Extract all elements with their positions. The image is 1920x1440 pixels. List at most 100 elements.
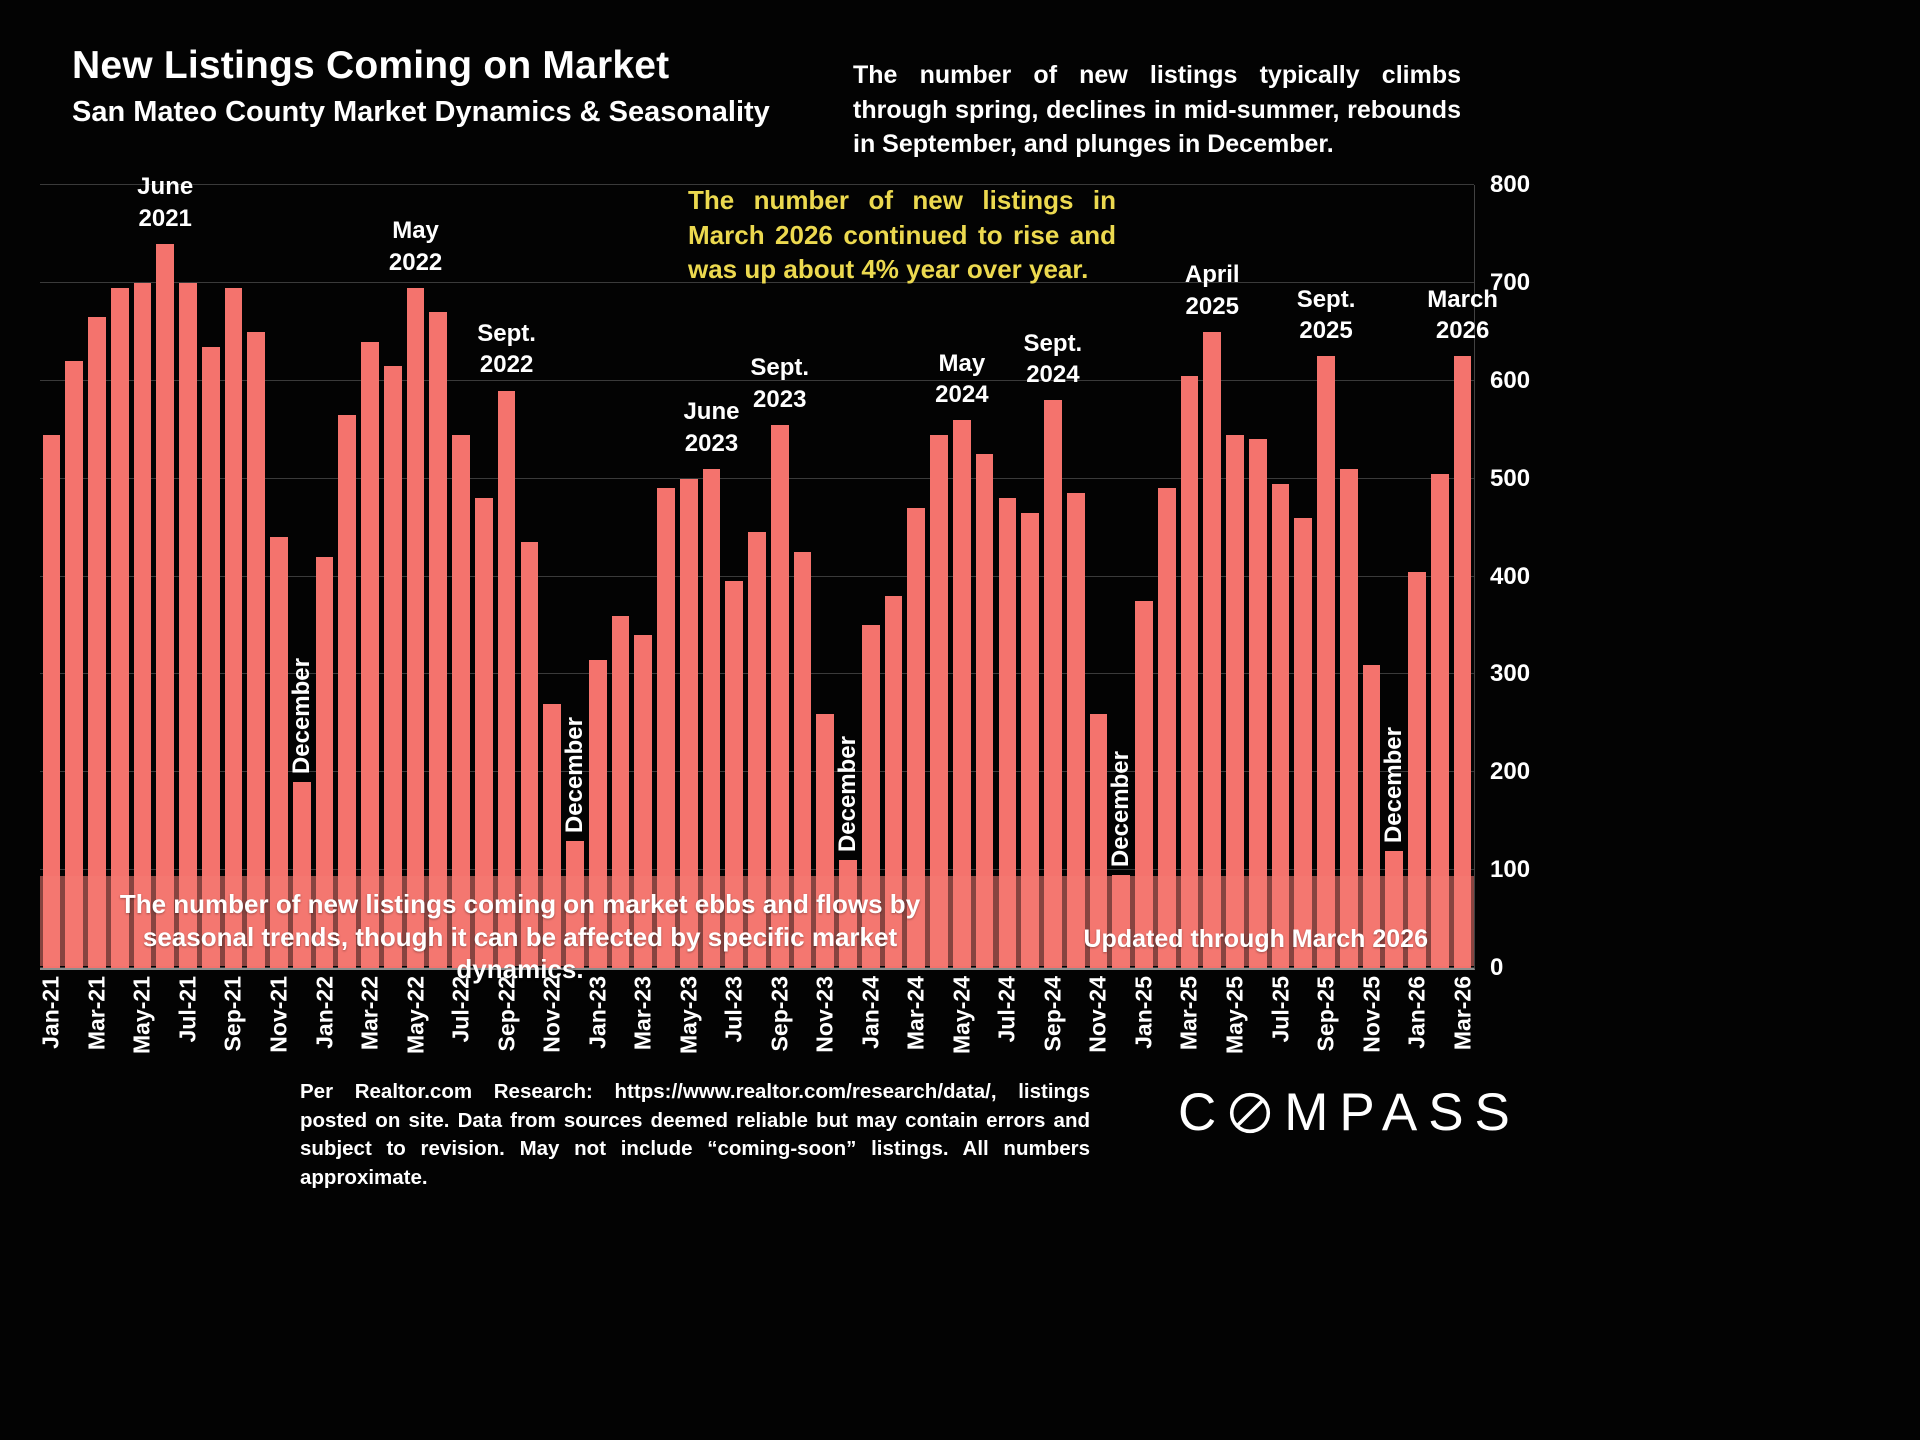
- bar-Sep-25: [1317, 356, 1335, 968]
- bar-Oct-21: [247, 331, 266, 968]
- bar-Apr-22: [383, 366, 402, 968]
- bar-Mar-24: [907, 508, 926, 968]
- logo-text-c: C: [1178, 1083, 1228, 1142]
- updated-through-note: Updated through March 2026: [1083, 925, 1429, 953]
- x-tick-May-24: May-24: [948, 976, 975, 1054]
- bar-Mar-21: [88, 317, 106, 968]
- x-tick-Jan-23: Jan-23: [584, 976, 611, 1049]
- bar-Jan-26: [1408, 571, 1426, 968]
- bar-chart-plot-area: The number of new listings coming on mar…: [38, 171, 1530, 1054]
- x-tick-Sep-21: Sep-21: [219, 976, 246, 1052]
- gridline-800: [40, 184, 1474, 185]
- annotation-Sept.-2023: Sept. 2023: [750, 354, 810, 413]
- x-tick-May-22: May-22: [402, 976, 429, 1054]
- bar-Aug-25: [1294, 517, 1313, 968]
- bar-Apr-21: [110, 287, 129, 968]
- bar-Jul-23: [725, 581, 744, 968]
- annotation-Sept.-2025: Sept. 2025: [1296, 285, 1356, 345]
- bar-Aug-24: [1021, 512, 1040, 968]
- annotation-March-2026: March 2026: [1427, 285, 1498, 345]
- x-tick-May-23: May-23: [675, 976, 702, 1054]
- x-tick-Sep-23: Sep-23: [766, 976, 793, 1052]
- bar-Aug-22: [474, 498, 493, 968]
- annotation-June-2021: June 2021: [137, 173, 194, 232]
- page-subtitle: San Mateo County Market Dynamics & Seaso…: [72, 96, 770, 128]
- bar-Sep-21: [224, 287, 243, 968]
- bar-Oct-24: [1066, 493, 1085, 968]
- bar-Mar-25: [1180, 375, 1199, 968]
- x-tick-Jul-21: Jul-21: [174, 976, 201, 1043]
- bar-Jun-21: [156, 243, 175, 968]
- x-tick-Mar-26: Mar-26: [1449, 976, 1476, 1051]
- y-tick-700: 700: [1490, 268, 1531, 296]
- december-label-Dec-24: December: [1107, 750, 1135, 868]
- bar-Jan-21: [42, 434, 61, 968]
- bar-Jun-25: [1248, 439, 1267, 968]
- bar-Feb-26: [1430, 473, 1449, 968]
- bar-Apr-24: [930, 434, 948, 968]
- december-label-Dec-22: December: [560, 716, 588, 833]
- compass-o-icon: [1230, 1092, 1271, 1133]
- gridline-500: [40, 477, 1474, 479]
- x-tick-Nov-22: Nov-22: [538, 976, 565, 1053]
- x-tick-Sep-24: Sep-24: [1039, 976, 1066, 1052]
- annotation-May-2024: May 2024: [935, 349, 989, 408]
- bar-Jul-22: [452, 434, 470, 968]
- bar-May-25: [1226, 434, 1244, 968]
- x-tick-Jan-26: Jan-26: [1403, 976, 1430, 1049]
- bar-Feb-22: [338, 415, 357, 968]
- december-label-Dec-25: December: [1380, 726, 1408, 843]
- annotation-June-2023: June 2023: [683, 398, 740, 457]
- x-tick-Jul-22: Jul-22: [447, 976, 474, 1043]
- y-tick-800: 800: [1490, 171, 1531, 198]
- bar-Jun-24: [975, 454, 994, 968]
- bar-May-24: [952, 419, 971, 968]
- x-tick-Jan-22: Jan-22: [311, 976, 338, 1049]
- compass-logo: C MPASS: [1178, 1082, 1521, 1143]
- bar-Mar-22: [361, 341, 379, 968]
- gridline-700: [40, 281, 1474, 283]
- x-tick-Mar-21: Mar-21: [83, 976, 110, 1051]
- x-tick-Mar-25: Mar-25: [1175, 976, 1202, 1051]
- x-tick-Jan-21: Jan-21: [37, 976, 64, 1049]
- y-tick-200: 200: [1490, 758, 1531, 786]
- bar-Jul-25: [1271, 483, 1290, 968]
- december-label-Dec-21: December: [287, 657, 315, 775]
- annotation-May-2022: May 2022: [388, 217, 443, 276]
- seasonal-note-band: The number of new listings coming on mar…: [40, 876, 1474, 984]
- bar-Jun-23: [702, 468, 721, 968]
- bar-Apr-25: [1203, 331, 1222, 968]
- bar-Feb-25: [1157, 488, 1176, 968]
- bar-Oct-22: [520, 542, 539, 968]
- bar-Jul-21: [179, 282, 197, 968]
- x-tick-Nov-21: Nov-21: [265, 976, 292, 1053]
- bar-Sep-22: [497, 390, 516, 968]
- seasonal-note: The number of new listings coming on mar…: [119, 889, 921, 984]
- x-tick-May-25: May-25: [1221, 976, 1248, 1054]
- bar-Jan-22: [315, 556, 334, 968]
- x-tick-Jan-24: Jan-24: [857, 976, 884, 1049]
- bar-Oct-23: [793, 552, 812, 968]
- seasonality-summary: The number of new listings typically cli…: [853, 61, 1461, 158]
- x-tick-Jan-25: Jan-25: [1130, 976, 1157, 1049]
- x-tick-Sep-25: Sep-25: [1312, 976, 1339, 1052]
- annotation-Sept.-2022: Sept. 2022: [477, 320, 536, 379]
- annotation-April-2025: April 2025: [1184, 261, 1240, 320]
- y-tick-100: 100: [1490, 856, 1531, 884]
- x-tick-Jul-23: Jul-23: [720, 976, 747, 1043]
- march-2026-callout: The number of new listings in March 2026…: [688, 185, 1116, 285]
- bar-Aug-23: [748, 532, 766, 968]
- x-tick-Mar-24: Mar-24: [902, 976, 929, 1051]
- y-tick-500: 500: [1490, 464, 1531, 492]
- bar-Aug-21: [201, 346, 220, 968]
- x-tick-Mar-22: Mar-22: [356, 976, 383, 1051]
- bar-Feb-24: [884, 596, 903, 968]
- bar-Sep-23: [770, 424, 789, 968]
- bar-Oct-25: [1339, 468, 1358, 968]
- y-tick-0: 0: [1490, 954, 1504, 981]
- x-tick-Jul-24: Jul-24: [993, 976, 1020, 1043]
- x-tick-Sep-22: Sep-22: [493, 976, 520, 1052]
- bar-May-23: [679, 478, 698, 968]
- bar-Mar-26: [1453, 356, 1472, 968]
